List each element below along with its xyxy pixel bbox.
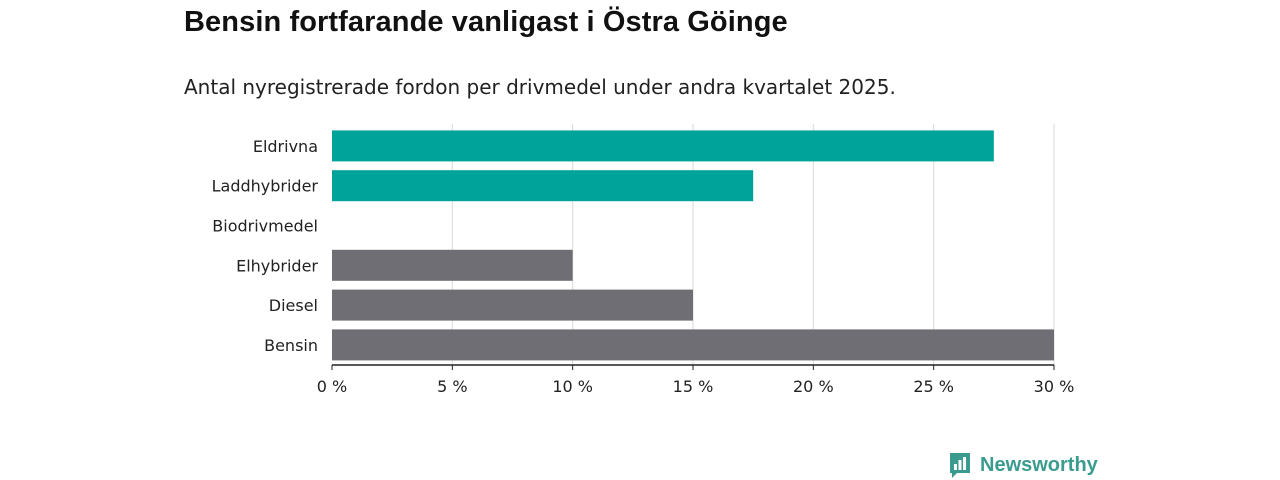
x-tick-label: 10 %	[552, 377, 593, 396]
category-label: Elhybrider	[236, 256, 318, 275]
category-label: Biodrivmedel	[212, 217, 318, 236]
category-label: Laddhybrider	[212, 177, 319, 196]
x-tick-label: 5 %	[437, 377, 467, 396]
chart-subtitle: Antal nyregistrerade fordon per drivmede…	[184, 75, 896, 99]
x-tick-label: 30 %	[1034, 377, 1075, 396]
x-tick-label: 15 %	[673, 377, 714, 396]
bar-diesel	[332, 289, 693, 321]
x-tick-label: 20 %	[793, 377, 834, 396]
category-label: Bensin	[264, 336, 318, 355]
bar-elhybrider	[332, 249, 573, 281]
bar-laddhybrider	[332, 170, 754, 202]
brand-name: Newsworthy	[980, 453, 1098, 476]
bar-bensin	[332, 329, 1054, 361]
brand-logo: Newsworthy	[948, 451, 1098, 479]
bar-eldrivna	[332, 130, 994, 162]
x-tick-label: 25 %	[913, 377, 954, 396]
chart-title: Bensin fortfarande vanligast i Östra Göi…	[184, 6, 788, 38]
x-tick-label: 0 %	[317, 377, 347, 396]
newsworthy-logo-icon	[950, 453, 970, 478]
category-label: Diesel	[269, 296, 318, 315]
category-label: Eldrivna	[253, 137, 318, 156]
